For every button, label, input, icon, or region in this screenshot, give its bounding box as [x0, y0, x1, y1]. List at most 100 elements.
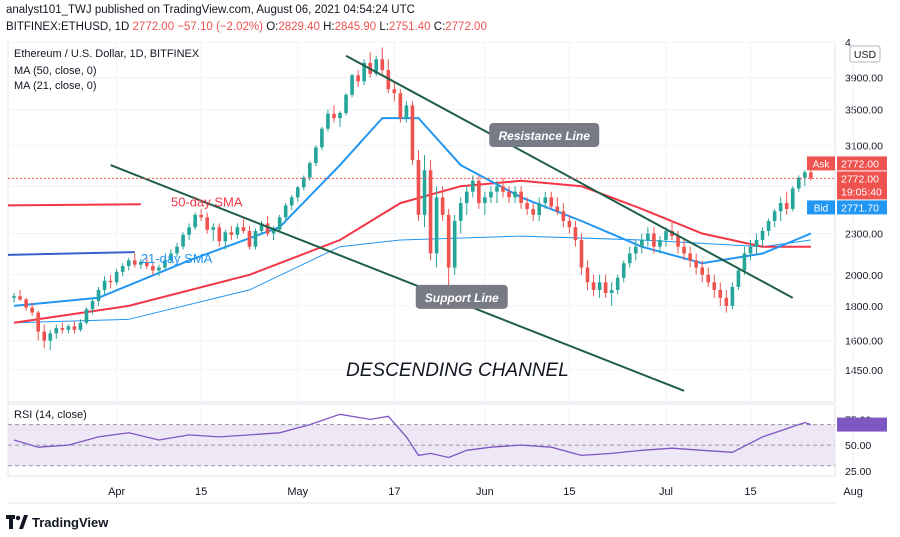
candle-body — [223, 232, 228, 242]
last-price-value: 2772.00 — [841, 173, 879, 185]
rsi-title: RSI (14, close) — [14, 409, 87, 421]
candle-body — [289, 197, 294, 206]
candle-body — [96, 289, 101, 302]
candle-body — [670, 230, 674, 237]
candle-body — [108, 280, 113, 283]
candle-body — [283, 205, 288, 218]
candle-body — [235, 227, 240, 235]
candle-body — [778, 203, 783, 212]
indicator-legend-1: MA (21, close, 0) — [14, 80, 97, 92]
candle-body — [597, 282, 602, 290]
candle-body — [428, 170, 433, 254]
candle-body — [326, 113, 330, 129]
candle-body — [446, 214, 451, 268]
rsi-tick-label: 50.00 — [845, 440, 871, 452]
candle-body — [271, 229, 276, 234]
price-tick-label: 1600.00 — [845, 336, 883, 348]
candle-body — [633, 246, 638, 254]
candle-body — [585, 267, 590, 283]
low-label: L: — [379, 21, 389, 33]
resistance-line — [345, 54, 794, 299]
candle-body — [748, 246, 753, 254]
candle-body — [573, 227, 578, 241]
candle-body — [772, 211, 777, 221]
candle-body — [658, 240, 662, 247]
price-tick-label: 4 — [845, 37, 851, 49]
candle-body — [151, 266, 155, 271]
pattern-label: DESCENDING CHANNEL — [346, 360, 569, 381]
candle-body — [688, 253, 692, 261]
candle-body — [24, 299, 28, 308]
candle-body — [350, 75, 354, 95]
time-tick-label: Jun — [476, 486, 494, 498]
close-label: C: — [433, 21, 446, 33]
candle-body — [615, 277, 620, 290]
rsi-line — [13, 413, 812, 459]
candle-body — [217, 227, 222, 242]
time-tick-label: 15 — [563, 486, 575, 498]
candle-body — [84, 309, 89, 323]
bid-label: Bid — [814, 203, 828, 214]
candle-body — [241, 227, 246, 231]
price-tick-label: 3100.00 — [845, 140, 883, 152]
candle-body — [332, 113, 336, 119]
candle-body — [253, 230, 258, 247]
bid-badge — [807, 200, 835, 215]
time-tick-label: Apr — [108, 486, 125, 498]
candle-body — [295, 187, 300, 198]
price-change: −57.10 (−2.02%) — [177, 21, 263, 33]
candle-body — [410, 105, 415, 161]
publish-info: analyst101_TWJ published on TradingView.… — [6, 4, 415, 16]
candle-body — [440, 197, 445, 215]
ma50-annotation: 50-day SMA — [171, 195, 243, 210]
candle-body — [609, 289, 614, 294]
candle-body — [247, 230, 252, 247]
candle-body — [742, 253, 747, 271]
time-tick-label: 17 — [388, 486, 400, 498]
candle-body — [519, 191, 523, 204]
last-price: 2772.00 — [132, 21, 175, 33]
candle-body — [157, 267, 161, 271]
candle-body — [90, 301, 95, 310]
candle-body — [114, 271, 119, 283]
bid-price-badge — [837, 200, 887, 215]
candle-body — [301, 177, 306, 188]
candle-body — [338, 112, 342, 119]
ma-long-line — [13, 235, 811, 324]
candle-body — [555, 206, 560, 212]
price-tick-label: 2300.00 — [845, 229, 883, 241]
time-tick-label: May — [287, 486, 308, 498]
chart-title: Ethereum / U.S. Dollar, 1D, BITFINEX — [14, 48, 200, 60]
candle-body — [718, 289, 723, 298]
candle-body — [652, 233, 656, 247]
candle-body — [621, 263, 626, 278]
candle-body — [132, 260, 137, 265]
candle-body — [646, 233, 650, 241]
candle-body — [398, 93, 403, 119]
candle-body — [712, 282, 717, 290]
candle-body — [277, 217, 282, 230]
candle-body — [760, 230, 765, 241]
low-value: 2751.40 — [388, 21, 431, 33]
close-value: 2772.00 — [445, 21, 487, 33]
ask-price-badge — [837, 156, 887, 171]
candle-body — [694, 260, 698, 268]
candle-body — [42, 331, 47, 341]
chart-header: analyst101_TWJ published on TradingView.… — [6, 4, 886, 40]
ma21-ref-line — [7, 251, 135, 256]
candle-body — [211, 227, 216, 230]
currency-label: USD — [854, 49, 877, 61]
candle-body — [163, 260, 167, 268]
currency-box[interactable] — [849, 45, 881, 63]
candle-body — [380, 59, 385, 71]
price-tick-label: 2000.00 — [845, 270, 883, 282]
candle-body — [567, 220, 572, 228]
candle-body — [265, 223, 270, 234]
candle-body — [603, 282, 608, 294]
candle-body — [561, 211, 566, 221]
candle-body — [362, 62, 366, 82]
candle-body — [803, 172, 807, 178]
tradingview-brand: TradingView — [32, 514, 109, 530]
candle-body — [205, 217, 210, 230]
